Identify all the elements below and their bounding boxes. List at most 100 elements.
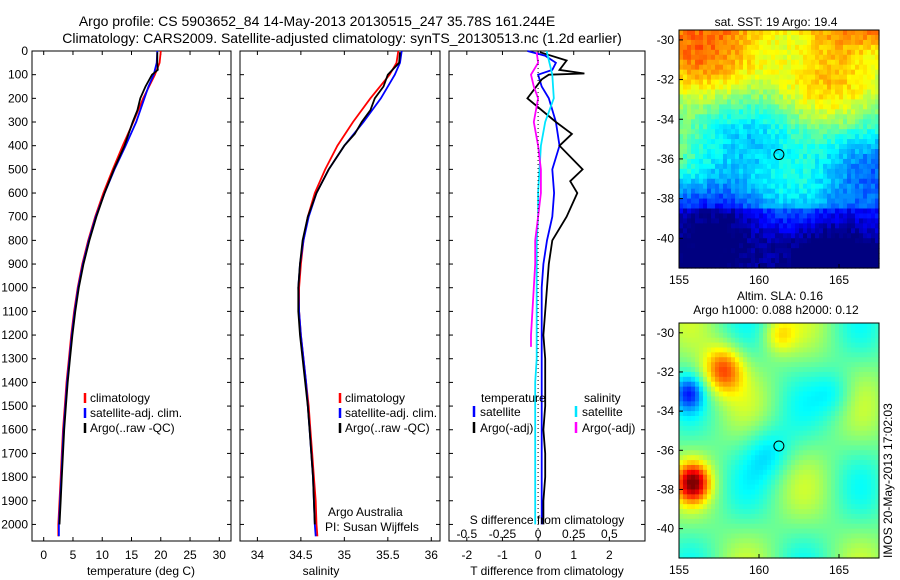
sst_map-cell [763, 104, 768, 110]
sst_map-cell [807, 84, 812, 91]
sla_map-cell [819, 523, 824, 530]
sla_map-cell [859, 440, 864, 446]
sla_map-cell [759, 445, 764, 451]
sst_map-cell [815, 144, 820, 150]
sla_map-cell [707, 450, 712, 456]
sla_map-cell [795, 474, 800, 481]
sst_map-cell [679, 233, 684, 239]
sla_map-cell [771, 474, 776, 481]
sst_map-cell [863, 213, 868, 220]
sst_map-cell [723, 188, 728, 195]
sla_map-cell [863, 337, 868, 344]
sla_map-cell [775, 518, 780, 525]
sst_map-cell [695, 54, 700, 61]
sla_map-cell [819, 425, 824, 432]
sst_map-cell [743, 89, 748, 96]
sst_map-cell [871, 218, 876, 224]
sst_map-cell [771, 168, 776, 175]
sst_map-cell [867, 129, 872, 135]
sst_map-cell [747, 188, 752, 195]
sla_map-cell [839, 430, 844, 437]
sst_map-cell [827, 243, 832, 249]
sla_map-cell [727, 327, 732, 334]
sst_map-cell [703, 183, 708, 190]
sla_map-cell [851, 332, 856, 339]
sst_map-cell [867, 153, 872, 160]
sla_map-cell [727, 445, 732, 451]
sst_map-cell [735, 89, 740, 96]
sst_map-cell [791, 89, 796, 96]
sla_map-cell [699, 538, 704, 544]
sst_map-cell [679, 243, 684, 249]
sla_map-cell [863, 371, 868, 378]
sst_map-cell [875, 104, 880, 110]
sla_map-cell [863, 474, 868, 481]
sst_map-cell [795, 94, 800, 101]
sla_map-cell [795, 455, 800, 461]
sst_map-cell [811, 114, 816, 120]
sst_map-cell [703, 129, 708, 135]
sla_map-cell [827, 332, 832, 339]
sla_map-cell [823, 327, 828, 334]
sla_map-cell [819, 381, 824, 388]
sst_map-cell [731, 188, 736, 195]
sla_map-cell [767, 327, 772, 334]
sla_map-cell [723, 332, 728, 339]
sst_map-cell [743, 139, 748, 145]
sst_map-cell [783, 64, 788, 71]
sla_map-cell [679, 543, 684, 549]
sla_map-cell [767, 543, 772, 549]
sla_map-cell [727, 513, 732, 520]
sla_map-cell [683, 425, 688, 432]
sla_map-cell [771, 518, 776, 525]
sst_map-cell [815, 223, 820, 229]
sla_map-cell [807, 533, 812, 540]
sla_map-cell [783, 425, 788, 432]
sla_map-cell [799, 367, 804, 373]
sst_map-cell [811, 94, 816, 101]
sla_map-cell [723, 464, 728, 471]
sst_map-cell [863, 30, 868, 36]
temperature-xtick-label: 0 [40, 548, 47, 562]
sst_map-cell [871, 228, 876, 234]
sla_map-cell [859, 455, 864, 461]
sla_map-cell [803, 528, 808, 535]
sla_map-cell [759, 332, 764, 339]
sst_map-cell [847, 178, 852, 185]
sla_map-cell [703, 464, 708, 471]
sst_map-cell [799, 168, 804, 175]
sla_map-cell [811, 538, 816, 544]
sla_map-cell [703, 513, 708, 520]
sst_map-cell [803, 213, 808, 220]
sst_map-cell [811, 144, 816, 150]
sst_map-cell [755, 218, 760, 224]
sla_map-cell [835, 504, 840, 510]
sst_map-cell [775, 153, 780, 160]
sla_map-cell [839, 445, 844, 451]
sst_map-cell [707, 69, 712, 76]
sst_map-cell [763, 198, 768, 205]
sla_map-cell [859, 367, 864, 373]
sla_map-cell [731, 435, 736, 442]
sst_map-cell [739, 158, 744, 165]
sla_map-cell [875, 474, 880, 481]
sla_map-cell [779, 513, 784, 520]
sst_map-cell [875, 213, 880, 220]
sst_map-cell [819, 54, 824, 61]
sst_map-cell [755, 109, 760, 115]
sst_map-cell [847, 218, 852, 224]
sst_map-cell [759, 44, 764, 51]
sst_map-cell [807, 59, 812, 66]
sst_map-cell [767, 173, 772, 180]
sst_map-cell [715, 134, 720, 140]
sla_map-cell [687, 411, 692, 417]
sst_map-cell [859, 109, 864, 115]
sst_map-cell [763, 94, 768, 101]
sla_map-cell [803, 494, 808, 500]
sst_map-cell [691, 153, 696, 160]
sst_map-cell [707, 114, 712, 120]
depth-tick-label: 800 [8, 233, 28, 247]
sst_map-cell [719, 69, 724, 76]
sst_map-cell [735, 213, 740, 220]
sst_map-cell [683, 34, 688, 41]
